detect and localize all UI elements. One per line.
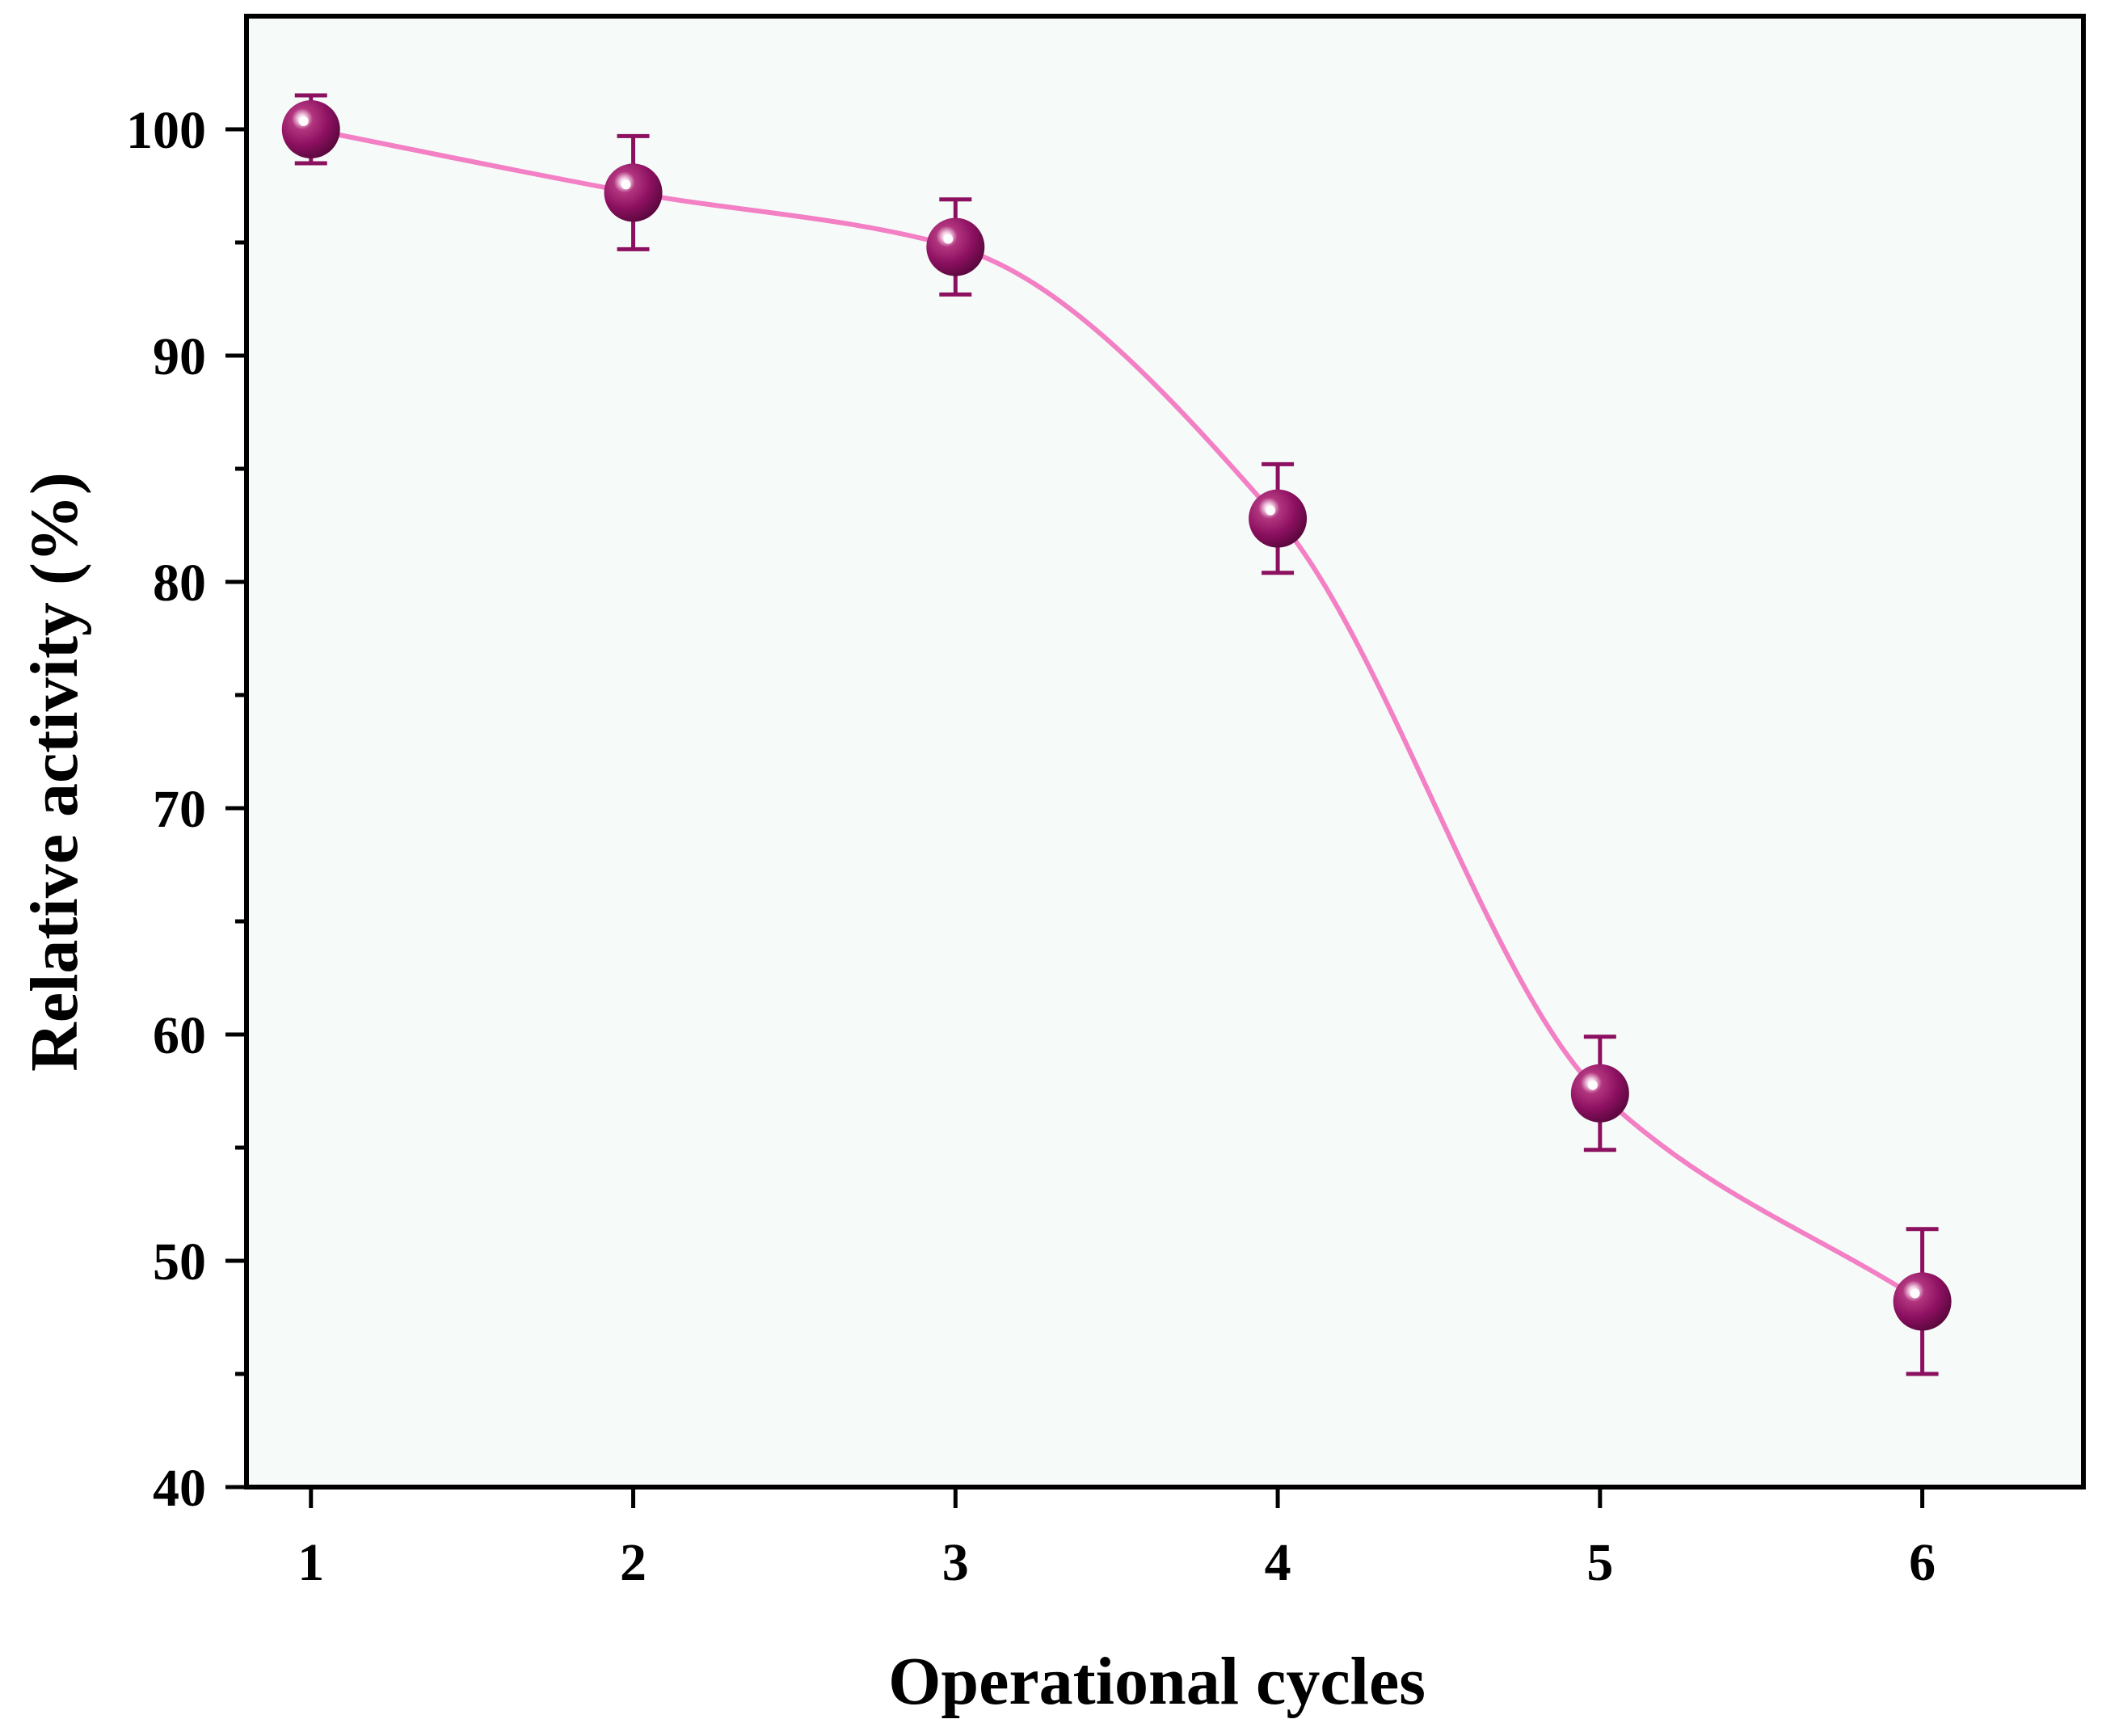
y-tick-label: 60 xyxy=(153,1006,206,1065)
x-tick-label: 2 xyxy=(620,1533,647,1592)
y-tick-label: 70 xyxy=(153,780,206,839)
data-point xyxy=(604,163,663,222)
y-tick-label: 50 xyxy=(153,1232,206,1291)
x-axis-title: Operational cycles xyxy=(888,1644,1426,1719)
x-tick-label: 3 xyxy=(942,1533,969,1592)
data-point xyxy=(1893,1272,1952,1331)
y-axis-ticks: 40 50 60 70 80 90 100 xyxy=(126,101,246,1518)
x-axis-ticks: 1 2 3 4 5 6 xyxy=(297,1487,1936,1592)
plot-frame xyxy=(244,14,2086,1490)
data-markers xyxy=(281,100,1952,1331)
data-point xyxy=(1570,1064,1629,1123)
y-tick-label: 90 xyxy=(153,327,206,386)
y-tick-label: 80 xyxy=(153,554,206,613)
x-tick-label: 4 xyxy=(1265,1533,1291,1592)
y-tick-label: 40 xyxy=(153,1459,206,1518)
y-tick-label: 100 xyxy=(126,101,206,160)
plot-area xyxy=(246,16,2083,1487)
x-tick-label: 6 xyxy=(1909,1533,1936,1592)
data-point xyxy=(1249,489,1308,548)
x-tick-label: 1 xyxy=(297,1533,324,1592)
data-point xyxy=(281,100,340,158)
x-tick-label: 5 xyxy=(1586,1533,1613,1592)
y-axis-title: Relative activity (%) xyxy=(17,472,92,1072)
data-point xyxy=(926,217,985,276)
